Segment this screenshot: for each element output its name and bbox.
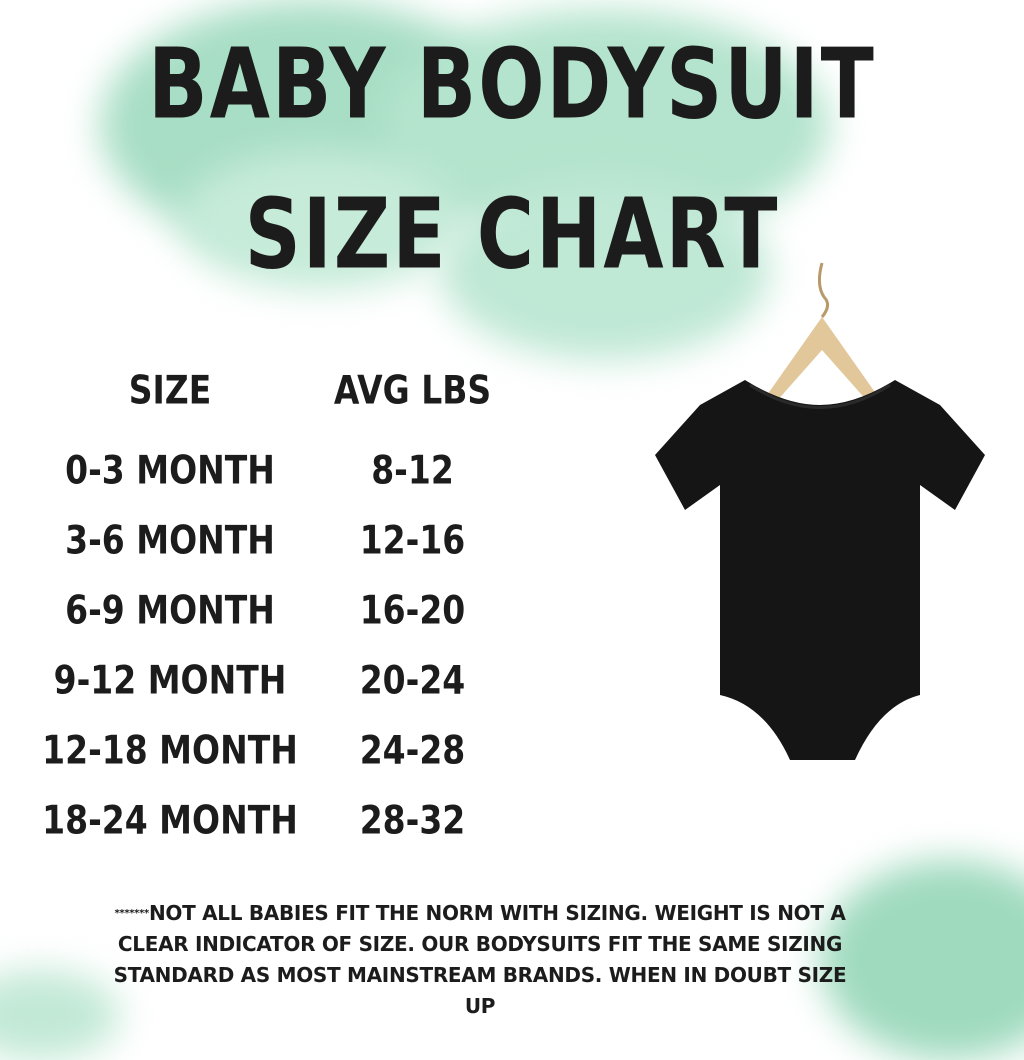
hanger-icon [760, 262, 884, 411]
row-size: 6-9 MONTH [65, 586, 275, 633]
note-prefix: ******* [114, 908, 149, 919]
header-avg-lbs: AVG LBS [333, 366, 492, 413]
row-size: 18-24 MONTH [42, 796, 298, 843]
row-lbs: 24-28 [359, 726, 466, 773]
sizing-note: *******NOT ALL BABIES FIT THE NORM WITH … [100, 898, 860, 1022]
bodysuit-image [655, 262, 985, 760]
row-lbs: 28-32 [359, 796, 466, 843]
row-size: 12-18 MONTH [42, 726, 298, 773]
note-text: NOT ALL BABIES FIT THE NORM WITH SIZING.… [113, 901, 847, 1018]
title-line-1: BABY BODYSUIT [148, 28, 876, 142]
row-size: 9-12 MONTH [53, 656, 287, 703]
title-line-2: SIZE CHART [244, 178, 780, 292]
row-lbs: 12-16 [359, 516, 466, 563]
row-lbs: 8-12 [371, 446, 454, 493]
header-size: SIZE [128, 366, 212, 413]
row-size: 0-3 MONTH [65, 446, 275, 493]
row-lbs: 16-20 [359, 586, 466, 633]
bodysuit-shape [655, 380, 985, 760]
row-size: 3-6 MONTH [65, 516, 275, 563]
row-lbs: 20-24 [359, 656, 466, 703]
